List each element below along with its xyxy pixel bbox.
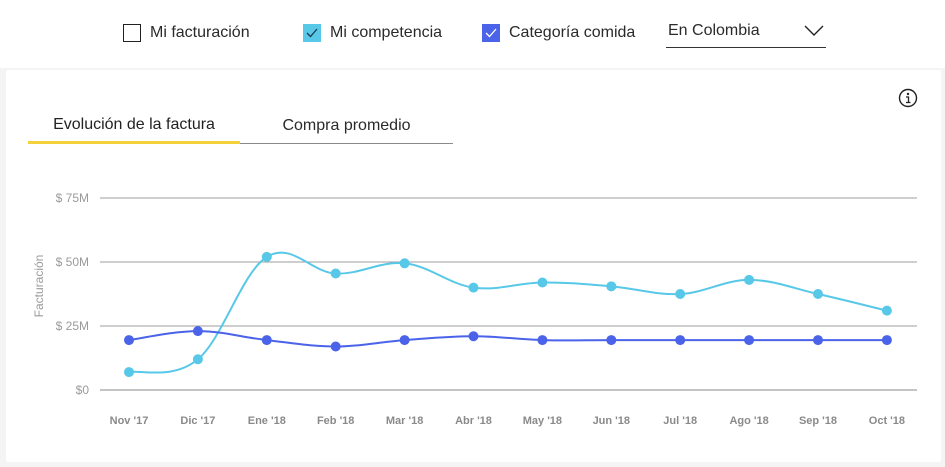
filter-mi-facturacion[interactable]: Mi facturación bbox=[123, 22, 250, 44]
series-line-0 bbox=[128, 251, 888, 374]
location-select[interactable]: En Colombia bbox=[666, 18, 826, 48]
x-tick-label: Ene '18 bbox=[248, 415, 286, 427]
x-tick-label: Oct '18 bbox=[869, 415, 905, 427]
chevron-down-icon bbox=[804, 25, 824, 36]
check-icon bbox=[306, 28, 318, 38]
data-point[interactable] bbox=[881, 305, 892, 316]
data-point[interactable] bbox=[606, 281, 617, 292]
x-tick-label: Ago '18 bbox=[729, 415, 768, 427]
data-point[interactable] bbox=[813, 289, 823, 299]
data-point[interactable] bbox=[881, 335, 892, 346]
data-point[interactable] bbox=[813, 335, 823, 346]
data-point[interactable] bbox=[124, 367, 134, 378]
data-point[interactable] bbox=[468, 331, 479, 342]
data-point[interactable] bbox=[744, 335, 755, 346]
data-point[interactable] bbox=[468, 282, 479, 293]
x-tick-label: Abr '18 bbox=[455, 415, 492, 427]
data-point[interactable] bbox=[192, 354, 203, 365]
chart-tabs: Evolución de la factura Compra promedio bbox=[28, 108, 453, 144]
data-point[interactable] bbox=[261, 251, 272, 262]
tab-compra-promedio[interactable]: Compra promedio bbox=[282, 117, 411, 134]
mi-facturacion-label: Mi facturación bbox=[150, 24, 250, 41]
x-tick-label: Jul '18 bbox=[663, 415, 697, 427]
x-tick-label: May '18 bbox=[523, 415, 562, 427]
chart-grid bbox=[100, 197, 917, 391]
tab-evolucion-factura[interactable]: Evolución de la factura bbox=[28, 108, 240, 144]
info-icon[interactable] bbox=[898, 88, 918, 108]
x-tick-label: Mar '18 bbox=[386, 415, 423, 427]
data-point[interactable] bbox=[330, 341, 341, 352]
data-point[interactable] bbox=[261, 335, 272, 346]
filter-mi-competencia[interactable]: Mi competencia bbox=[303, 22, 442, 44]
data-point[interactable] bbox=[124, 335, 134, 346]
y-tick-label: $ 50M bbox=[56, 255, 89, 269]
y-tick-label: $0 bbox=[76, 383, 90, 397]
data-point[interactable] bbox=[399, 258, 410, 269]
y-tick-label: $ 75M bbox=[56, 191, 89, 205]
chart-card bbox=[6, 70, 941, 462]
data-point[interactable] bbox=[192, 326, 203, 337]
categoria-comida-label: Categoría comida bbox=[509, 24, 636, 41]
data-point[interactable] bbox=[537, 335, 548, 346]
data-point[interactable] bbox=[537, 277, 548, 288]
mi-facturacion-checkbox[interactable] bbox=[123, 24, 141, 42]
x-tick-label: Nov '17 bbox=[110, 415, 149, 427]
x-tick-label: Sep '18 bbox=[799, 415, 837, 427]
data-point[interactable] bbox=[606, 335, 617, 346]
data-point[interactable] bbox=[675, 335, 686, 346]
data-point[interactable] bbox=[744, 274, 755, 285]
data-point[interactable] bbox=[399, 335, 410, 346]
x-tick-label: Dic '17 bbox=[180, 415, 215, 427]
check-icon bbox=[485, 28, 497, 38]
y-axis-ticks: $0 $ 25M $ 50M $ 75M bbox=[56, 191, 90, 397]
categoria-comida-checkbox[interactable] bbox=[482, 24, 500, 42]
x-axis-ticks: Nov '17 Dic '17 Ene '18 Feb '18 Mar '18 Abr '… bbox=[110, 415, 905, 427]
filter-bar: Mi facturación Mi competencia Categoría … bbox=[0, 0, 945, 68]
x-tick-label: Jun '18 bbox=[593, 415, 630, 427]
mi-competencia-checkbox[interactable] bbox=[303, 24, 321, 42]
location-select-value: En Colombia bbox=[668, 21, 760, 39]
series-line-1 bbox=[128, 330, 887, 348]
y-tick-label: $ 25M bbox=[56, 319, 89, 333]
y-axis-label: Facturación bbox=[32, 255, 46, 318]
x-tick-label: Feb '18 bbox=[317, 415, 354, 427]
chart-series bbox=[124, 251, 892, 378]
data-point[interactable] bbox=[675, 289, 686, 299]
data-point[interactable] bbox=[330, 268, 341, 279]
mi-competencia-label: Mi competencia bbox=[330, 24, 443, 41]
filter-categoria-comida[interactable]: Categoría comida bbox=[482, 22, 635, 44]
